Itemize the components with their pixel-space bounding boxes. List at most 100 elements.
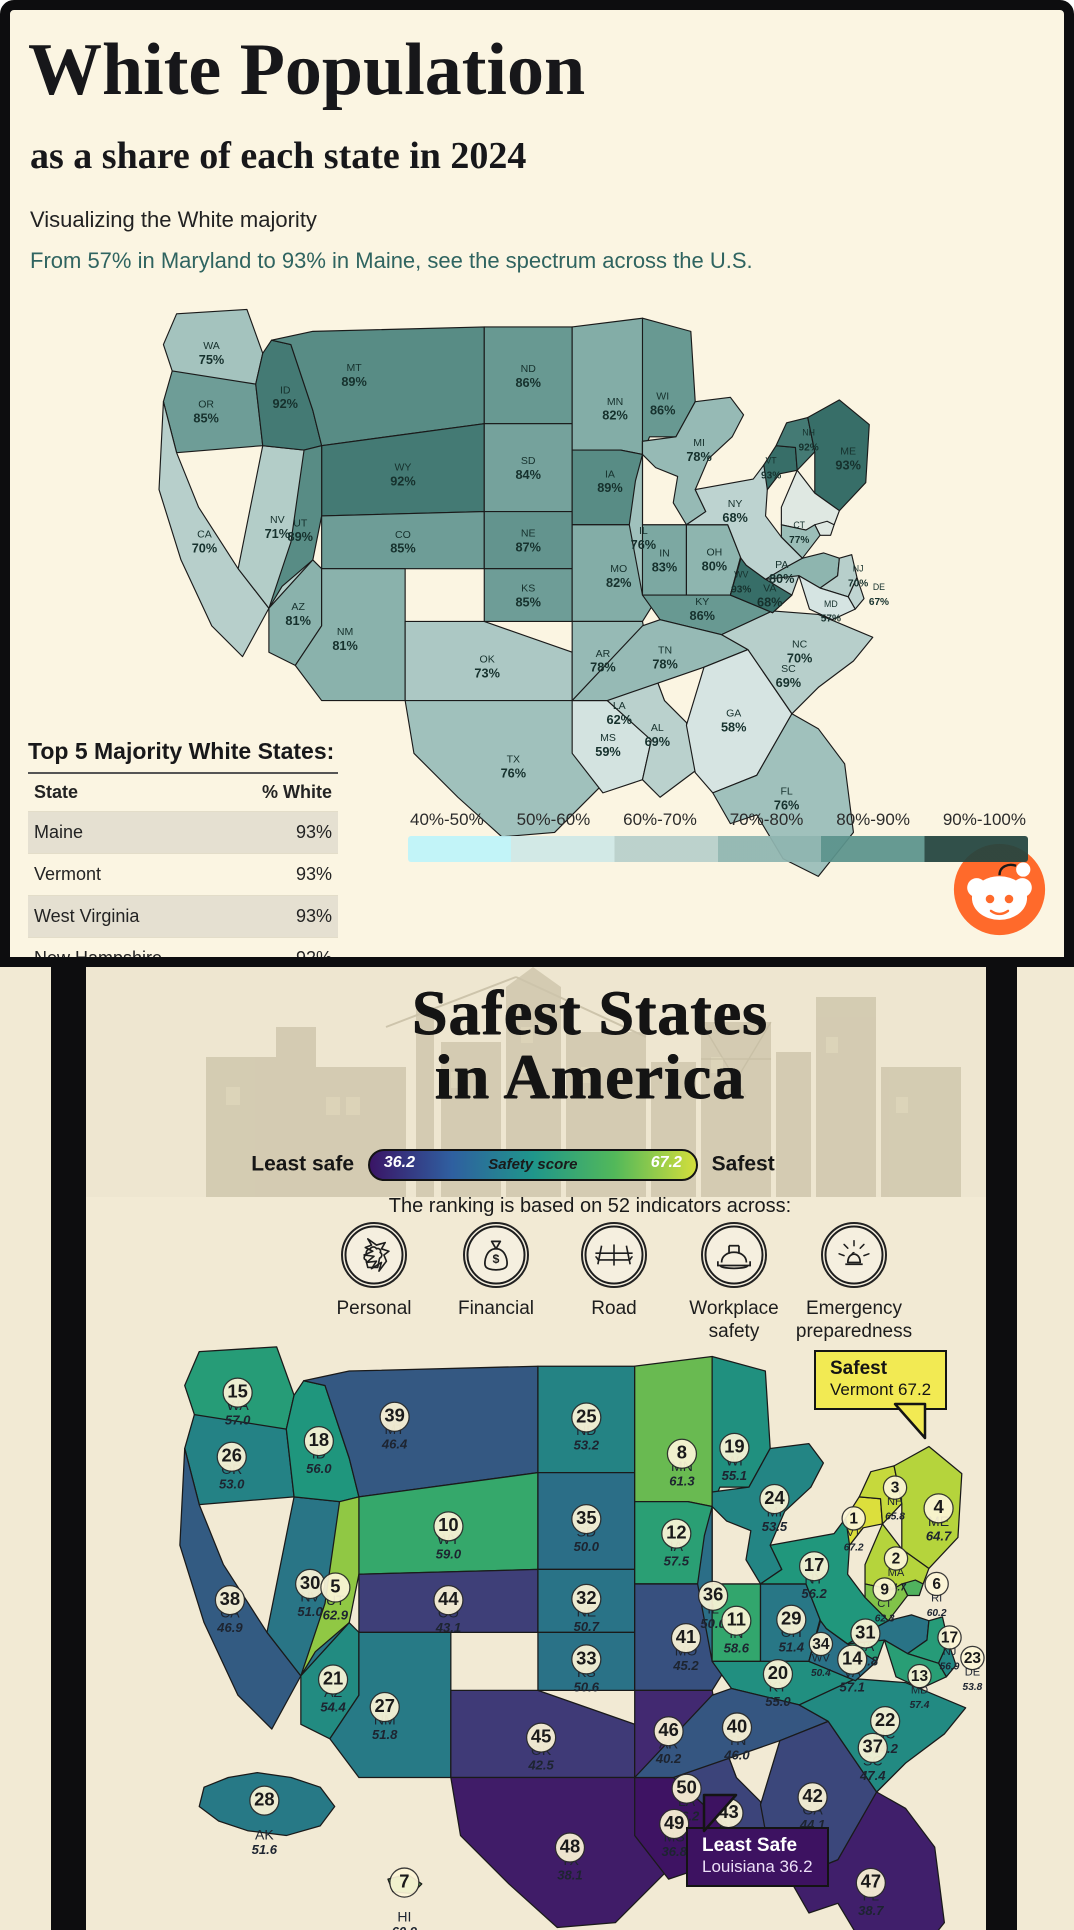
svg-text:OK: OK [480, 654, 495, 666]
svg-text:45: 45 [531, 1725, 551, 1746]
svg-text:MN: MN [607, 396, 623, 408]
svg-text:81%: 81% [285, 613, 310, 628]
svg-text:71%: 71% [265, 526, 291, 541]
svg-text:50.7: 50.7 [574, 1619, 600, 1634]
svg-text:6: 6 [932, 1576, 941, 1593]
svg-text:ME: ME [840, 445, 856, 457]
svg-text:18: 18 [309, 1429, 329, 1450]
svg-text:80%: 80% [769, 571, 795, 586]
svg-text:69%: 69% [776, 675, 801, 690]
svg-text:48: 48 [560, 1835, 580, 1856]
svg-text:NM: NM [337, 626, 353, 638]
svg-text:AZ: AZ [291, 601, 305, 613]
svg-text:30: 30 [300, 1572, 320, 1593]
svg-text:UT: UT [293, 517, 308, 529]
svg-text:17: 17 [941, 1629, 958, 1646]
svg-text:80%: 80% [702, 558, 727, 573]
svg-text:70%: 70% [192, 541, 218, 556]
svg-text:13: 13 [911, 1668, 929, 1685]
svg-text:PA: PA [775, 559, 788, 571]
svg-text:1: 1 [849, 1510, 858, 1527]
svg-text:85%: 85% [515, 595, 541, 610]
svg-text:81%: 81% [332, 638, 358, 653]
svg-text:50.0: 50.0 [574, 1539, 600, 1554]
svg-text:33: 33 [576, 1647, 596, 1668]
svg-text:53.2: 53.2 [574, 1437, 600, 1452]
svg-text:78%: 78% [652, 656, 678, 671]
svg-text:62%: 62% [607, 712, 633, 727]
svg-text:64.7: 64.7 [926, 1528, 952, 1543]
svg-text:56.9: 56.9 [940, 1661, 960, 1672]
svg-text:14: 14 [842, 1647, 863, 1668]
svg-text:86%: 86% [515, 375, 541, 390]
svg-text:86%: 86% [650, 402, 676, 417]
svg-text:GA: GA [726, 708, 741, 720]
svg-text:57.0: 57.0 [225, 1413, 251, 1428]
svg-text:78%: 78% [590, 660, 616, 675]
svg-text:17: 17 [804, 1554, 824, 1575]
svg-text:ND: ND [521, 363, 537, 375]
svg-text:84%: 84% [515, 467, 541, 482]
svg-text:92%: 92% [390, 474, 416, 489]
svg-text:51.6: 51.6 [252, 1842, 278, 1857]
svg-text:56.0: 56.0 [306, 1461, 332, 1476]
svg-text:59.0: 59.0 [436, 1546, 462, 1561]
svg-text:19: 19 [724, 1436, 744, 1457]
svg-text:IA: IA [605, 468, 615, 480]
svg-text:50.4: 50.4 [811, 1668, 831, 1679]
svg-text:38.7: 38.7 [858, 1903, 884, 1918]
svg-text:31: 31 [855, 1621, 875, 1642]
svg-text:55.1: 55.1 [722, 1468, 747, 1483]
svg-text:NV: NV [270, 514, 285, 526]
svg-text:KS: KS [521, 583, 535, 595]
svg-text:54.4: 54.4 [320, 1699, 346, 1714]
svg-text:NE: NE [521, 528, 536, 540]
svg-text:36: 36 [703, 1584, 723, 1605]
svg-text:87%: 87% [515, 540, 541, 555]
svg-text:WI: WI [656, 390, 669, 402]
svg-text:NY: NY [728, 498, 743, 510]
svg-text:KY: KY [695, 596, 709, 608]
svg-text:15: 15 [227, 1380, 247, 1401]
svg-text:47.4: 47.4 [859, 1768, 886, 1783]
svg-text:92%: 92% [799, 442, 819, 453]
svg-text:AR: AR [596, 648, 611, 660]
svg-text:SD: SD [521, 455, 536, 467]
svg-text:67.2: 67.2 [844, 1542, 864, 1553]
svg-text:CT: CT [793, 520, 805, 530]
svg-text:56.2: 56.2 [801, 1586, 827, 1601]
svg-text:53.5: 53.5 [762, 1519, 788, 1534]
svg-text:57.5: 57.5 [664, 1554, 690, 1569]
svg-text:50.6: 50.6 [574, 1679, 600, 1694]
svg-text:NJ: NJ [853, 564, 864, 574]
svg-text:12: 12 [666, 1521, 686, 1542]
svg-text:58.6: 58.6 [724, 1641, 750, 1656]
svg-text:65.8: 65.8 [885, 1512, 905, 1523]
svg-text:MS: MS [600, 732, 616, 744]
svg-text:70%: 70% [848, 579, 868, 590]
svg-text:MD: MD [824, 599, 838, 609]
svg-text:IL: IL [639, 525, 648, 537]
svg-text:76%: 76% [501, 765, 527, 780]
svg-text:69%: 69% [645, 734, 671, 749]
svg-text:51.4: 51.4 [779, 1640, 805, 1655]
svg-text:MT: MT [346, 362, 362, 374]
svg-text:93%: 93% [835, 457, 861, 472]
svg-text:89%: 89% [288, 529, 314, 544]
svg-text:57%: 57% [821, 614, 841, 625]
svg-text:89%: 89% [597, 480, 623, 495]
svg-text:IN: IN [659, 547, 670, 559]
svg-text:26: 26 [222, 1445, 242, 1466]
svg-text:67%: 67% [869, 597, 889, 608]
svg-text:24: 24 [764, 1487, 785, 1508]
svg-text:86%: 86% [690, 608, 716, 623]
svg-text:36.8: 36.8 [661, 1844, 687, 1859]
svg-text:AL: AL [651, 722, 664, 734]
svg-text:73%: 73% [474, 666, 500, 681]
svg-text:51.0: 51.0 [297, 1604, 323, 1619]
svg-text:68%: 68% [722, 510, 747, 525]
svg-text:47: 47 [861, 1871, 881, 1892]
svg-text:78%: 78% [686, 449, 712, 464]
svg-text:44: 44 [438, 1588, 459, 1609]
svg-text:LA: LA [613, 700, 626, 712]
